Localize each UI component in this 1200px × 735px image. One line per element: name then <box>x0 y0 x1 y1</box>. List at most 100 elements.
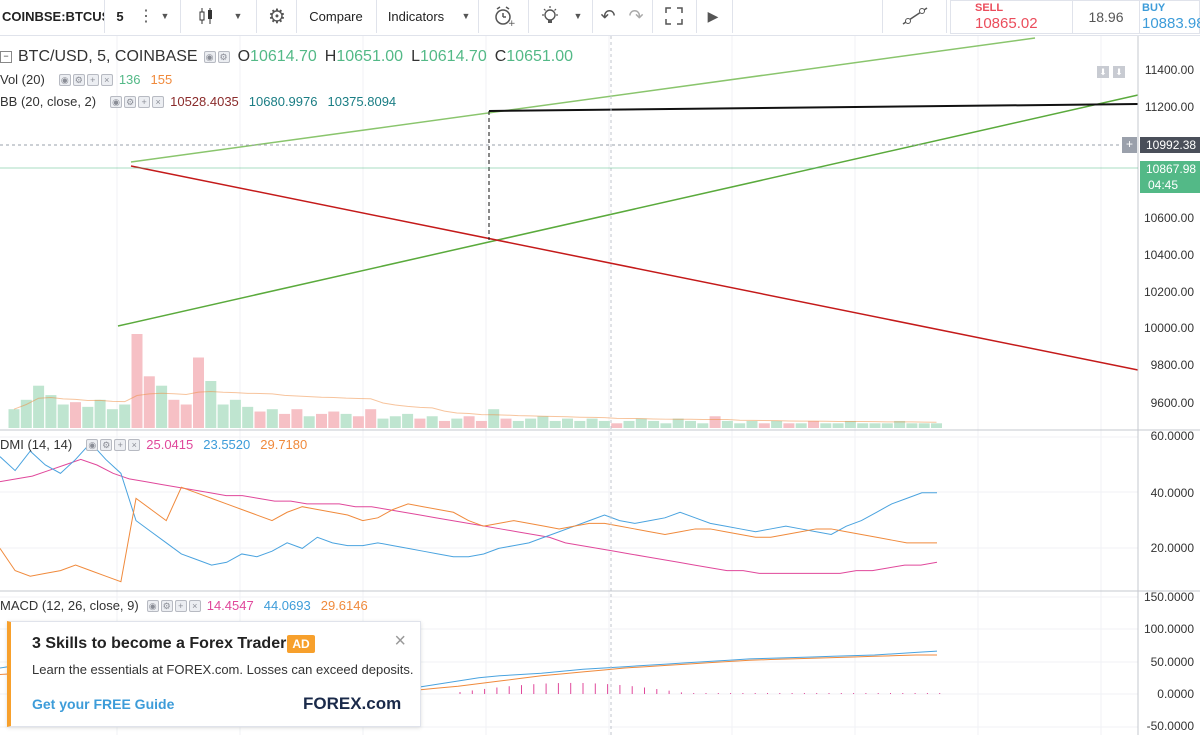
volume-bar <box>709 416 721 428</box>
volume-bars <box>8 334 942 428</box>
ideas-dropdown-icon[interactable]: ▼ <box>573 11 583 21</box>
macd-close-icon[interactable]: × <box>188 599 201 612</box>
vol-eye-icon[interactable]: ◉ <box>58 73 71 86</box>
macd-settings-icon[interactable]: ⚙ <box>160 599 173 612</box>
axes-layer <box>0 36 1200 735</box>
volume-bar <box>131 334 143 428</box>
buy-price: 10883.98 <box>1142 15 1200 32</box>
lightbulb-icon[interactable] <box>532 0 568 32</box>
bb-legend: BB (20, close, 2) ◉ ⚙ + × 10528.4035 10680.… <box>0 94 396 109</box>
volume-bar <box>266 409 278 428</box>
dmi-settings-icon[interactable]: ⚙ <box>100 438 113 451</box>
macd-value-1: 14.4547 <box>206 598 254 613</box>
volume-bar <box>291 409 303 428</box>
volume-bar <box>439 420 450 428</box>
add-plus-icon[interactable]: + <box>1122 137 1137 153</box>
buy-label: BUY <box>1142 2 1166 14</box>
dmi-more-icon[interactable]: + <box>114 438 127 451</box>
macd-value-2: 44.0693 <box>263 598 311 613</box>
price-tick-11200: 11200.00 <box>1144 100 1194 114</box>
scale-up-icon[interactable]: ⬇ <box>1113 66 1125 78</box>
dmi-value-1: 25.0415 <box>146 437 194 452</box>
bb-value-2: 10680.9976 <box>248 94 318 109</box>
volume-bar <box>180 404 192 428</box>
volume-bar <box>635 418 647 428</box>
volume-bar <box>316 413 327 428</box>
volume-bar <box>33 385 45 428</box>
volume-bar <box>205 381 217 428</box>
main-legend: − BTC/USD, 5, COINBASE ◉ ⚙ O 10614.70 H 106… <box>0 48 573 66</box>
macd-legend: MACD (12, 26, close, 9) ◉ ⚙ + × 14.4547 44.… <box>0 598 368 613</box>
bb-eye-icon[interactable]: ◉ <box>110 95 123 108</box>
macd-eye-icon[interactable]: ◉ <box>146 599 159 612</box>
bb-settings-icon[interactable]: ⚙ <box>124 95 137 108</box>
di-plus-line <box>0 442 937 566</box>
dmi-eye-icon[interactable]: ◉ <box>86 438 99 451</box>
candles-icon[interactable] <box>186 0 226 32</box>
bb-value-3: 10375.8094 <box>327 94 397 109</box>
symbol-search[interactable]: COINBSE:BTCUS <box>0 0 104 32</box>
drawing-tool-icon[interactable] <box>888 0 942 32</box>
chart-type-dropdown-icon[interactable]: ▼ <box>233 11 243 21</box>
compare-button[interactable]: Compare <box>296 0 376 32</box>
volume-bar <box>562 418 573 428</box>
volume-legend: Vol (20) ◉ ⚙ + × 136 155 <box>0 72 172 87</box>
ad-title: 3 Skills to become a Forex Trader <box>32 635 287 652</box>
volume-bar <box>229 399 241 428</box>
volume-bar <box>586 418 598 428</box>
macd-value-3: 29.6146 <box>320 598 368 613</box>
vol-more-icon[interactable]: + <box>86 73 99 86</box>
price-tick-10000: 10000.00 <box>1143 321 1194 335</box>
ad-badge: AD <box>287 635 315 653</box>
bb-more-icon[interactable]: + <box>138 95 151 108</box>
bb-close-icon[interactable]: × <box>152 95 165 108</box>
volume-bar <box>906 423 918 428</box>
price-tick-9600: 9600.00 <box>1150 396 1194 410</box>
volume-bar <box>414 418 426 428</box>
volume-bar <box>869 423 881 428</box>
drawings-layer <box>117 37 1139 371</box>
ad-close-icon[interactable]: × <box>394 630 406 652</box>
macd-more-icon[interactable]: + <box>174 599 187 612</box>
undo-icon[interactable]: ↶ <box>600 5 616 26</box>
fullscreen-icon[interactable] <box>656 0 692 32</box>
ad-cta-link[interactable]: Get your FREE Guide <box>32 696 175 712</box>
settings-gear-icon[interactable]: ⚙ <box>268 5 286 28</box>
volume-bar <box>808 420 819 428</box>
volume-bar <box>70 402 81 428</box>
volume-bar <box>340 413 352 428</box>
sell-button[interactable]: SELL 10865.02 <box>951 1 1073 33</box>
volume-bar <box>57 404 69 428</box>
volume-bar <box>574 420 586 428</box>
top-toolbar: COINBSE:BTCUS 5 ⋮ ▼ ▼ ⚙ Compare Indicato… <box>0 0 1200 36</box>
volume-bar <box>881 423 893 428</box>
eye-icon[interactable]: ◉ <box>203 51 216 63</box>
buy-button[interactable]: BUY 10883.98 <box>1139 1 1200 33</box>
dmi-tick-60: 60.0000 <box>1150 429 1194 443</box>
alert-clock-icon[interactable]: + <box>484 0 524 32</box>
volume-bar <box>20 399 32 428</box>
dmi-name: DMI (14, 14) <box>0 437 73 452</box>
indicators-dropdown-icon[interactable]: ▼ <box>461 11 471 21</box>
volume-bar <box>45 395 57 428</box>
volume-value-1: 136 <box>118 72 141 87</box>
collapse-icon[interactable]: − <box>0 51 12 63</box>
interval-selector[interactable]: 5 <box>104 0 136 32</box>
dmi-close-icon[interactable]: × <box>128 438 141 451</box>
more-vert-icon[interactable]: ⋮ <box>138 8 154 25</box>
vol-close-icon[interactable]: × <box>100 73 113 86</box>
indicators-button[interactable]: Indicators <box>376 0 456 32</box>
volume-bar <box>377 418 389 428</box>
volume-bar <box>365 409 377 428</box>
volume-bar <box>549 420 561 428</box>
vol-settings-icon[interactable]: ⚙ <box>72 73 85 86</box>
forex-ad-card[interactable]: 3 Skills to become a Forex Trader AD × L… <box>7 621 421 727</box>
interval-dropdown-icon[interactable]: ▼ <box>160 11 170 21</box>
legend-settings-icon[interactable]: ⚙ <box>217 51 230 63</box>
replay-play-icon[interactable]: ▶ <box>707 7 719 24</box>
volume-bar <box>352 416 364 428</box>
ohlc-h-label: H <box>324 48 337 65</box>
scale-down-icon[interactable]: ⬇ <box>1097 66 1109 78</box>
redo-icon[interactable]: ↷ <box>628 5 644 26</box>
adx-line <box>0 458 938 574</box>
